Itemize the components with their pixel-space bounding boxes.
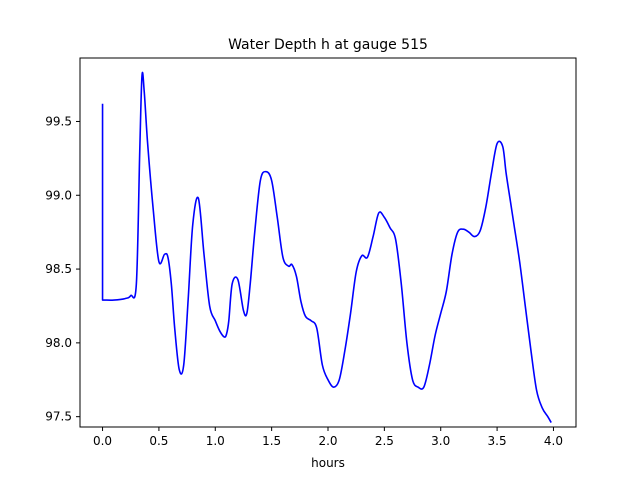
water-depth-line [101, 71, 552, 423]
series-layer [101, 71, 552, 423]
x-axis: 0.0 0.5 1.0 1.5 2.0 2.5 3.0 3.5 4.0 [93, 427, 563, 448]
x-tick-label: 1.0 [206, 434, 225, 448]
y-tick-label: 97.5 [45, 410, 72, 424]
x-axis-label: hours [311, 456, 345, 470]
y-tick-label: 99.0 [45, 188, 72, 202]
y-axis: 97.5 98.0 98.5 99.0 99.5 [45, 114, 80, 424]
x-tick-label: 3.0 [431, 434, 450, 448]
x-tick-label: 0.5 [149, 434, 168, 448]
x-tick-label: 0.0 [93, 434, 112, 448]
plot-frame [79, 57, 577, 428]
x-tick-label: 2.0 [318, 434, 337, 448]
y-tick-label: 98.0 [45, 336, 72, 350]
x-tick-label: 1.5 [262, 434, 281, 448]
y-tick-label: 99.5 [45, 114, 72, 128]
x-tick-label: 4.0 [544, 434, 563, 448]
x-tick-label: 3.5 [488, 434, 507, 448]
x-tick-label: 2.5 [375, 434, 394, 448]
y-tick-label: 98.5 [45, 262, 72, 276]
chart-title: Water Depth h at gauge 515 [228, 37, 428, 53]
